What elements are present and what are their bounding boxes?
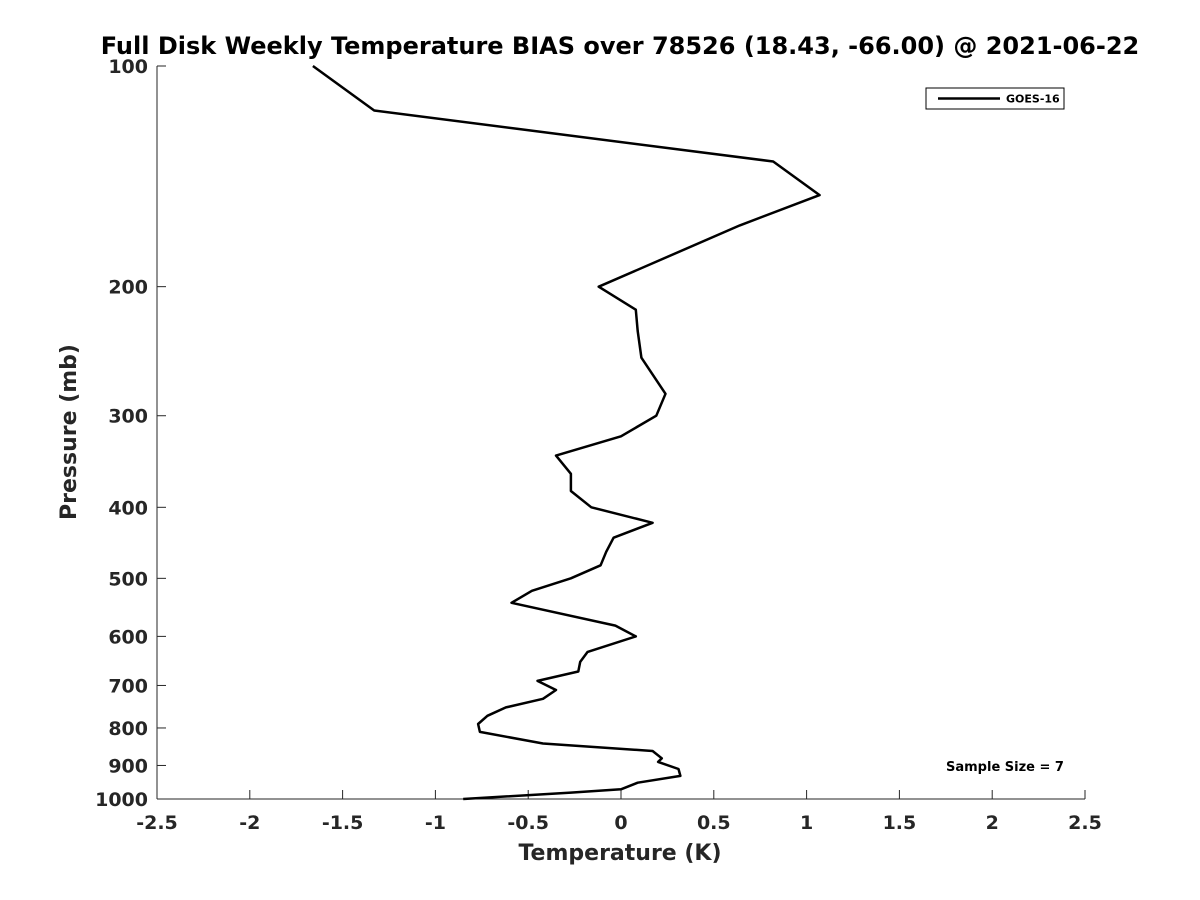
legend-entry-goes-16: GOES-16 — [1006, 93, 1060, 106]
y-tick-label: 700 — [108, 675, 148, 697]
x-tick-label: -1.5 — [322, 812, 364, 834]
y-tick-label: 100 — [108, 56, 148, 78]
x-tick-label: 1 — [800, 812, 813, 834]
x-tick-label: -1 — [425, 812, 446, 834]
x-tick-label: -2 — [239, 812, 260, 834]
series-line-goes-16 — [312, 64, 821, 801]
x-tick-label: 0.5 — [697, 812, 731, 834]
y-tick-label: 600 — [108, 626, 148, 648]
axes — [156, 66, 1085, 800]
chart-title: Full Disk Weekly Temperature BIAS over 7… — [101, 32, 1140, 60]
y-tick-label: 1000 — [95, 789, 148, 811]
x-tick-label: 0 — [614, 812, 627, 834]
x-tick-label: 2.5 — [1068, 812, 1102, 834]
x-tick-label: 1.5 — [883, 812, 917, 834]
y-tick-label: 300 — [108, 406, 148, 428]
sample-size-annotation: Sample Size = 7 — [946, 760, 1064, 775]
series-group — [312, 64, 821, 801]
y-tick-label: 900 — [108, 755, 148, 777]
x-tick-label: -2.5 — [136, 812, 178, 834]
y-tick-label: 800 — [108, 718, 148, 740]
y-axis-label: Pressure (mb) — [57, 344, 82, 520]
x-tick-label: 2 — [986, 812, 999, 834]
y-tick-label: 400 — [108, 497, 148, 519]
y-tick-label: 500 — [108, 568, 148, 590]
x-axis-ticks: -2.5 -2 -1.5 -1 -0.5 0 0.5 1 1.5 2 2.5 — [136, 790, 1102, 834]
x-axis-label: Temperature (K) — [518, 841, 721, 866]
legend: GOES-16 — [925, 87, 1065, 110]
y-tick-label: 200 — [108, 277, 148, 299]
y-axis-ticks: 100 200 300 400 500 600 700 800 900 1000 — [95, 56, 166, 811]
x-tick-label: -0.5 — [507, 812, 549, 834]
